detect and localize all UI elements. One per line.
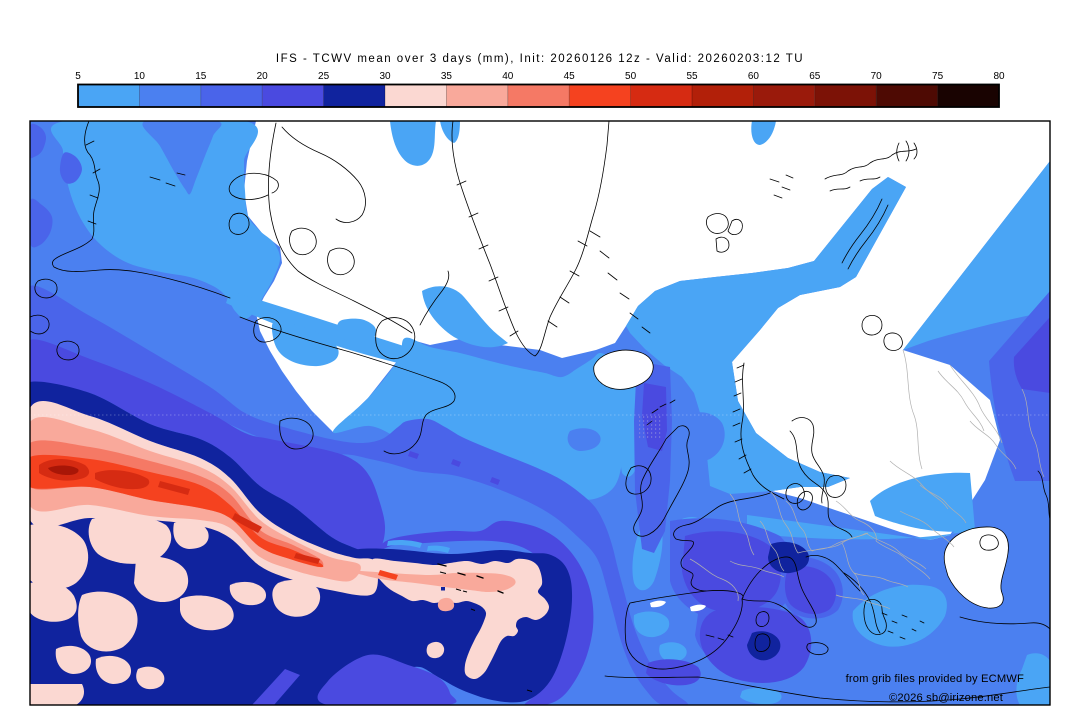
svg-text:15: 15	[195, 71, 207, 82]
svg-text:©2026 sb@irizone.net: ©2026 sb@irizone.net	[889, 692, 1004, 704]
svg-text:45: 45	[564, 71, 576, 82]
svg-text:55: 55	[686, 71, 698, 82]
svg-text:5: 5	[75, 71, 81, 82]
svg-text:70: 70	[871, 71, 883, 82]
svg-text:IFS - TCWV mean over 3 days (m: IFS - TCWV mean over 3 days (mm), Init: …	[276, 53, 804, 65]
svg-text:25: 25	[318, 71, 330, 82]
svg-text:20: 20	[257, 71, 269, 82]
svg-text:from grib files provided by EC: from grib files provided by ECMWF	[846, 673, 1024, 685]
svg-text:60: 60	[748, 71, 760, 82]
svg-text:75: 75	[932, 71, 944, 82]
svg-text:80: 80	[993, 71, 1005, 82]
svg-text:65: 65	[809, 71, 821, 82]
svg-text:35: 35	[441, 71, 453, 82]
svg-text:40: 40	[502, 71, 514, 82]
svg-text:10: 10	[134, 71, 146, 82]
svg-text:30: 30	[379, 71, 391, 82]
svg-text:50: 50	[625, 71, 637, 82]
